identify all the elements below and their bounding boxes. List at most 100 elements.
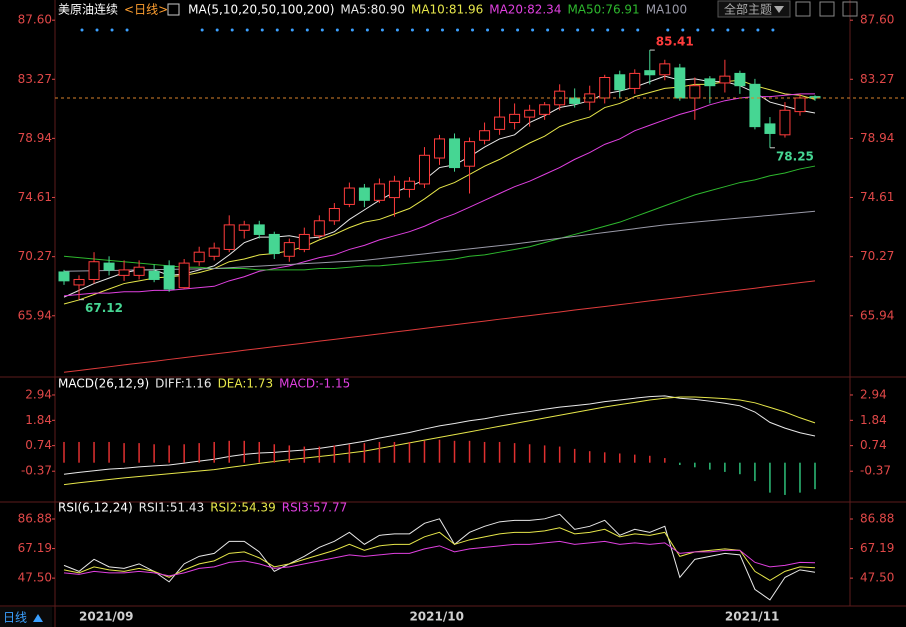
candle-body: [373, 183, 385, 201]
y-tick-label: 86.88: [18, 511, 52, 525]
marker-dot: [711, 28, 715, 32]
candle-body: [418, 154, 430, 185]
macd-bar: [498, 441, 501, 463]
macd-bar: [709, 462, 711, 470]
marker-dot: [561, 28, 565, 32]
legend-label: RSI3:57.77: [282, 501, 348, 515]
marker-dot: [741, 28, 745, 32]
candle-body: [103, 262, 115, 271]
marker-dot: [215, 28, 219, 32]
y-tick-label: 87.60: [18, 13, 52, 27]
theme-button[interactable]: 全部主题: [717, 0, 791, 18]
macd-bar: [153, 444, 155, 463]
candle-body: [358, 187, 370, 201]
macd-bar: [348, 444, 351, 463]
macd-bar: [528, 444, 531, 463]
candle-body: [313, 220, 325, 237]
candle-body: [569, 97, 581, 104]
macd-bar: [123, 443, 125, 463]
candle-body: [764, 123, 776, 134]
candle-body: [208, 247, 220, 257]
candle-body: [719, 75, 731, 84]
candle-body: [223, 224, 235, 250]
macd-bar: [679, 462, 681, 465]
legend-label: MA50:76.91: [567, 3, 639, 17]
legend-label: MA(5,10,20,50,100,200): [188, 3, 334, 17]
y-tick-label: 67.19: [860, 541, 894, 555]
candle-body: [674, 67, 686, 99]
macd-bar: [603, 452, 606, 463]
marker-dot: [305, 28, 309, 32]
marker-dot: [365, 28, 369, 32]
y-tick-label: 86.88: [860, 511, 894, 525]
y-tick-label: 78.94: [18, 131, 52, 145]
y-tick-label: -0.37: [860, 464, 891, 478]
marker-dot: [440, 28, 444, 32]
macd-bar: [634, 454, 636, 463]
candle-body: [779, 109, 791, 136]
y-tick-label: 2.94: [25, 387, 52, 401]
y-tick-label: 70.27: [860, 249, 894, 263]
macd-bar: [63, 441, 65, 463]
icon-button[interactable]: [795, 1, 811, 17]
extreme-label: 78.25: [776, 149, 814, 163]
dropdown-arrow[interactable]: [774, 6, 784, 13]
marker-dot: [501, 28, 505, 32]
x-tick-label: 2021/09: [79, 610, 133, 624]
y-tick-label: 1.84: [860, 413, 887, 427]
legend-icon: [167, 3, 180, 16]
icon-button[interactable]: [842, 1, 858, 17]
macd-bar: [754, 462, 756, 482]
candle-body: [283, 242, 295, 257]
macd-bar: [258, 441, 261, 463]
candle-body: [794, 97, 806, 113]
y-tick-label: 0.74: [25, 438, 52, 452]
macd-bar: [423, 440, 426, 463]
candle-body: [343, 187, 355, 205]
candle-body: [388, 180, 400, 199]
y-tick-label: 83.27: [18, 72, 52, 86]
icon-button[interactable]: [819, 1, 835, 17]
candle-body: [118, 269, 130, 276]
period-tab[interactable]: 日线: [0, 607, 52, 627]
candle-body: [539, 104, 551, 115]
legend-label: RSI2:54.39: [210, 501, 276, 515]
marker-dot: [245, 28, 249, 32]
candle-body: [133, 266, 145, 276]
theme-button-box[interactable]: [717, 0, 791, 18]
period-tab-label[interactable]: 日线: [3, 611, 27, 625]
rsi-line: [63, 540, 816, 577]
y-tick-label: 47.50: [18, 571, 52, 585]
marker-dot: [606, 28, 610, 32]
legend-label: DIFF:1.16: [155, 377, 211, 391]
candle-body: [298, 233, 310, 250]
candle-body: [163, 265, 175, 290]
period-tab-arrow[interactable]: [33, 614, 43, 622]
ma-line: [63, 93, 815, 297]
candle-body: [238, 224, 250, 231]
rsi-line: [63, 513, 816, 601]
y-tick-label: 70.27: [18, 249, 52, 263]
x-tick-label: 2021/11: [725, 610, 779, 624]
candle-body: [659, 63, 671, 76]
macd-bar: [814, 462, 816, 490]
macd-bar: [183, 444, 185, 463]
macd-bar: [483, 441, 486, 463]
macd-bar: [333, 445, 336, 463]
macd-bar: [784, 462, 786, 495]
candle-body: [193, 251, 205, 263]
macd-bar: [138, 443, 140, 463]
macd-bar: [318, 446, 321, 463]
marker-dot: [591, 28, 595, 32]
y-tick-label: 67.19: [18, 541, 52, 555]
macd-bar: [93, 441, 95, 463]
marker-dot: [110, 28, 114, 32]
theme-button-label[interactable]: 全部主题: [724, 2, 772, 17]
marker-dot: [576, 28, 580, 32]
candle-body: [524, 109, 536, 118]
y-tick-label: 47.50: [860, 571, 894, 585]
marker-dot: [350, 28, 354, 32]
marker-dot: [410, 28, 414, 32]
candle-body: [494, 116, 506, 130]
